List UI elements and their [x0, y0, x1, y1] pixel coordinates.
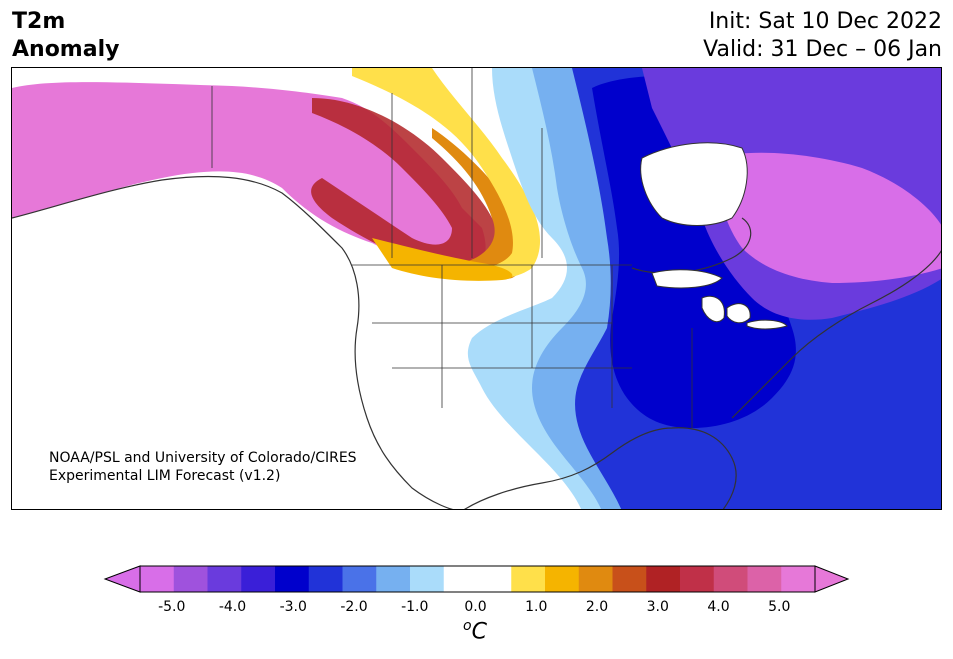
great-lakes [651, 269, 788, 330]
colorbar-segment [140, 566, 175, 592]
colorbar-segment [308, 566, 343, 592]
colorbar-segment [410, 566, 445, 592]
colorbar-segment [545, 566, 580, 592]
colorbar-tick-label: 5.0 [768, 599, 791, 615]
credit-line-1: NOAA/PSL and University of Colorado/CIRE… [49, 450, 357, 466]
colorbar-tick-label: -5.0 [158, 599, 186, 615]
boundaries [211, 68, 693, 428]
colorbar-segment [781, 566, 816, 592]
colorbar-segment [207, 566, 242, 592]
colorbar-segment [511, 566, 546, 592]
colorbar-tick-label: -2.0 [340, 599, 368, 615]
colorbar-segment [241, 566, 276, 592]
colorbar-segment [342, 566, 377, 592]
map-title-type: Anomaly [12, 37, 120, 62]
colorbar-tick-label: 3.0 [646, 599, 669, 615]
warm-anomaly-yellow [352, 68, 541, 280]
init-date: Init: Sat 10 Dec 2022 [708, 9, 942, 34]
colorbar [103, 565, 850, 593]
colorbar-segment [376, 566, 411, 592]
anomaly-map-canvas [12, 68, 941, 509]
credit-line-2: Experimental LIM Forecast (v1.2) [49, 468, 281, 484]
colorbar-segment [173, 566, 208, 592]
colorbar-tick-label: 1.0 [525, 599, 548, 615]
colorbar-segment [578, 566, 613, 592]
hudson-bay [640, 142, 748, 226]
valid-period: Valid: 31 Dec – 06 Jan [703, 37, 942, 62]
forecast-info: Init: Sat 10 Dec 2022 Valid: 31 Dec – 06… [703, 8, 942, 64]
warm-anomaly-yellow-south [372, 238, 513, 281]
colorbar-segment [680, 566, 715, 592]
credit-text: NOAA/PSL and University of Colorado/CIRE… [49, 449, 357, 485]
colorbar-segment [477, 566, 512, 592]
colorbar-segment [612, 566, 647, 592]
colorbar-tick-label: -4.0 [218, 599, 247, 615]
colorbar-tick-label: -3.0 [279, 599, 307, 615]
colorbar-units: oC [463, 618, 487, 644]
warm-anomaly-orange [432, 128, 527, 280]
colorbar-under-arrow [103, 565, 141, 593]
colorbar-segment [747, 566, 782, 592]
colorbar-border [139, 565, 816, 593]
colorbar-tick-label: 4.0 [707, 599, 730, 615]
warm-anomaly-band [311, 98, 513, 274]
colorbar-segment [443, 566, 478, 592]
colorbar-segment [275, 566, 310, 592]
colorbar-over-arrow [814, 565, 850, 593]
colorbar-segment [713, 566, 748, 592]
map-title-variable: T2m [12, 9, 66, 34]
cold-anomaly-purple [712, 152, 941, 283]
units-degree: o [463, 618, 472, 634]
colorbar-segment [646, 566, 681, 592]
coastlines [12, 175, 941, 509]
map-title: T2m Anomaly [12, 8, 119, 64]
colorbar-tick-label: 2.0 [585, 599, 609, 615]
colorbar-tick-label: -1.0 [401, 599, 429, 615]
colorbar-tick-label: 0.0 [464, 599, 487, 615]
anomaly-map [11, 67, 942, 510]
units-letter: C [471, 619, 487, 645]
